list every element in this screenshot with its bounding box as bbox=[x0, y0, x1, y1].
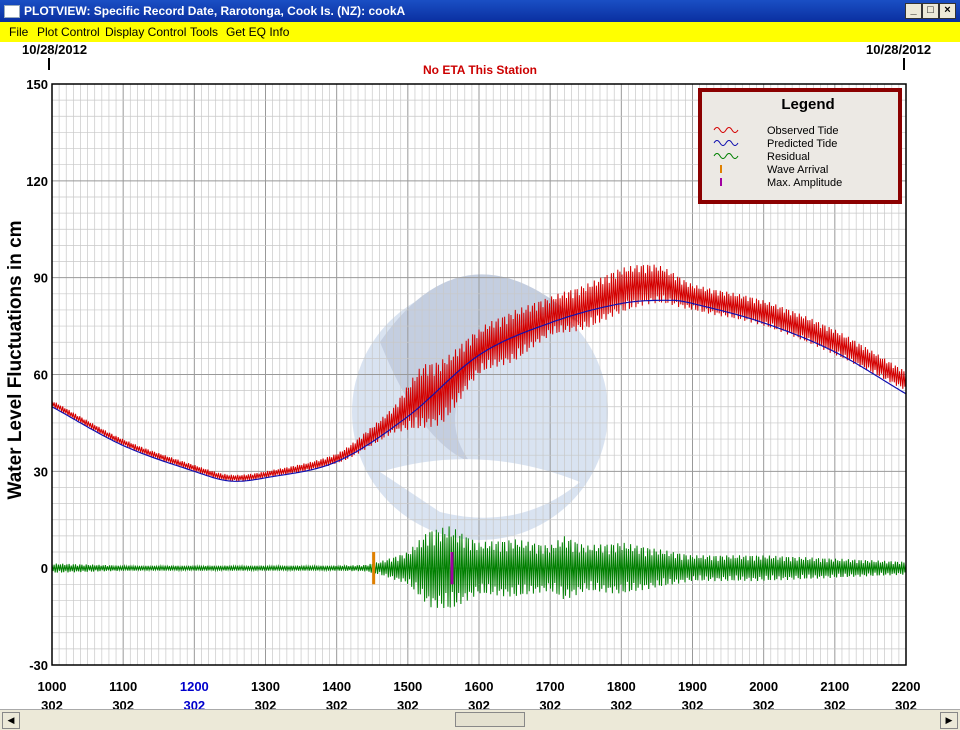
eta-note: No ETA This Station bbox=[423, 63, 537, 77]
menu-plot-control[interactable]: Plot Control bbox=[37, 25, 100, 39]
y-tick-label: 120 bbox=[26, 174, 48, 189]
close-button[interactable]: × bbox=[939, 3, 956, 19]
menu-display-control[interactable]: Display Control bbox=[105, 25, 187, 39]
x-tick-time: 1300 bbox=[251, 679, 280, 694]
menu-get-eq-info[interactable]: Get EQ Info bbox=[226, 25, 290, 39]
date-right-label: 10/28/2012 bbox=[866, 42, 931, 57]
y-tick-label: 30 bbox=[34, 464, 48, 479]
legend: Legend Observed Tide Predicted Tide Resi… bbox=[698, 88, 902, 204]
legend-swatch-predicted bbox=[713, 140, 739, 146]
x-tick-time: 1900 bbox=[678, 679, 707, 694]
y-tick-label: 0 bbox=[41, 561, 48, 576]
minimize-button[interactable]: _ bbox=[905, 3, 922, 19]
maximize-button[interactable]: □ bbox=[922, 3, 939, 19]
noaa-logo-watermark bbox=[352, 274, 608, 540]
watermark-wave bbox=[380, 459, 580, 518]
y-axis-label: Water Level Fluctuations in cm bbox=[5, 220, 26, 499]
series-residual bbox=[51, 526, 907, 609]
x-tick-time: 1100 bbox=[109, 679, 137, 694]
x-tick-day: 302 bbox=[112, 698, 134, 709]
series-layer bbox=[51, 264, 907, 609]
scroll-left-icon[interactable]: ◀ bbox=[2, 712, 20, 729]
y-tick-label: 90 bbox=[34, 271, 48, 286]
menu-bar: File Plot Control Display Control Tools … bbox=[0, 22, 960, 42]
legend-title: Legend bbox=[781, 96, 834, 113]
y-tick-label: 60 bbox=[34, 368, 48, 383]
x-tick-day: 302 bbox=[753, 698, 775, 709]
watermark-disc bbox=[352, 284, 608, 540]
marker-layer bbox=[372, 552, 454, 585]
x-tick-day: 302 bbox=[468, 698, 490, 709]
window-app-icon bbox=[4, 5, 20, 18]
x-tick-day: 302 bbox=[824, 698, 846, 709]
x-axis: 1000 302 1100 302 1200 302 1300 302 1400 302 1500 3… bbox=[38, 679, 921, 713]
x-tick-time: 1500 bbox=[393, 679, 422, 694]
y-tick-label: -30 bbox=[29, 658, 48, 673]
x-tick-day: 302 bbox=[41, 698, 63, 709]
plot-frame bbox=[51, 83, 907, 666]
series-predicted-tide bbox=[51, 299, 907, 482]
window-title: PLOTVIEW: Specific Record Date, Rarotong… bbox=[24, 4, 406, 18]
plot-area: 150 120 90 60 30 0 -30 1000 302 1100 302 1200 302 13… bbox=[0, 42, 960, 713]
legend-swatch-observed bbox=[713, 127, 739, 133]
legend-swatch-residual bbox=[713, 153, 739, 159]
x-tick-day: 302 bbox=[610, 698, 632, 709]
x-tick-time: 1600 bbox=[465, 679, 494, 694]
x-tick-day: 302 bbox=[539, 698, 561, 709]
menu-file[interactable]: File bbox=[9, 25, 29, 39]
x-tick-time: 1000 bbox=[38, 679, 67, 694]
legend-box bbox=[698, 88, 902, 204]
x-tick-time: 1700 bbox=[536, 679, 565, 694]
watermark-bird bbox=[380, 274, 590, 462]
legend-entry-residual: Residual bbox=[767, 151, 810, 163]
x-tick-day: 302 bbox=[183, 698, 205, 709]
legend-entry-observed: Observed Tide bbox=[767, 125, 839, 137]
date-left-label: 10/28/2012 bbox=[22, 42, 87, 57]
x-tick-time: 1800 bbox=[607, 679, 636, 694]
x-tick-time: 2100 bbox=[820, 679, 849, 694]
y-axis: 150 120 90 60 30 0 -30 bbox=[26, 77, 48, 673]
x-tick-day: 302 bbox=[397, 698, 419, 709]
title-bar: PLOTVIEW: Specific Record Date, Rarotong… bbox=[0, 0, 960, 22]
menu-tools[interactable]: Tools bbox=[190, 25, 219, 39]
x-tick-day: 302 bbox=[682, 698, 704, 709]
x-tick-day: 302 bbox=[326, 698, 348, 709]
x-tick-day: 302 bbox=[895, 698, 917, 709]
scroll-right-icon[interactable]: ▶ bbox=[940, 712, 958, 729]
legend-entry-max-amplitude: Max. Amplitude bbox=[767, 177, 842, 189]
x-tick-day: 302 bbox=[255, 698, 277, 709]
horizontal-scrollbar[interactable]: ◀ ▶ bbox=[0, 709, 960, 730]
y-tick-label: 150 bbox=[26, 77, 48, 92]
legend-entry-predicted: Predicted Tide bbox=[767, 138, 837, 150]
x-tick-time: 2000 bbox=[749, 679, 778, 694]
series-observed-tide bbox=[51, 264, 907, 482]
legend-entry-wave-arrival: Wave Arrival bbox=[767, 164, 828, 176]
x-tick-time: 2200 bbox=[892, 679, 921, 694]
scrollbar-thumb[interactable] bbox=[455, 712, 525, 727]
x-tick-time: 1200 bbox=[180, 679, 209, 694]
tide-chart: 150 120 90 60 30 0 -30 1000 302 1100 302 1200 302 13… bbox=[5, 42, 931, 713]
x-tick-time: 1400 bbox=[322, 679, 351, 694]
